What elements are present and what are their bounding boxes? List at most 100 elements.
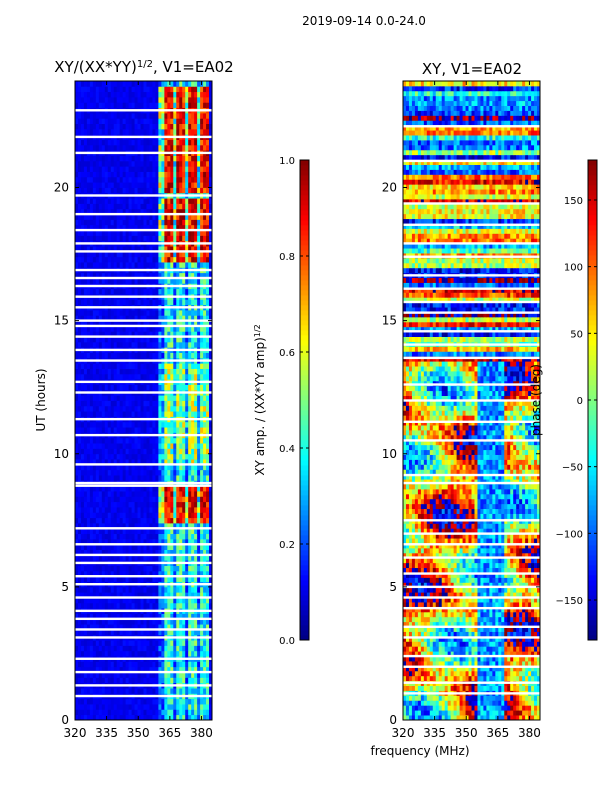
amplitude-cell: [155, 650, 159, 657]
amplitude-cell: [95, 533, 100, 540]
amplitude-cell: [209, 496, 213, 503]
amplitude-cell: [128, 139, 132, 146]
amplitude-cell: [89, 496, 94, 503]
amplitude-cell: [200, 709, 204, 716]
amplitude-cell: [80, 533, 85, 540]
amplitude-cell: [134, 373, 138, 380]
amplitude-cell: [137, 325, 141, 332]
amplitude-cell: [89, 331, 94, 337]
amplitude-cell: [107, 427, 112, 433]
amplitude-cell: [75, 592, 79, 598]
amplitude-cell: [134, 214, 138, 220]
amplitude-cell: [197, 549, 201, 556]
amplitude-cell: [173, 570, 177, 577]
amplitude-cell: [200, 341, 204, 348]
amplitude-cell: [98, 384, 103, 391]
amplitude-cell: [197, 368, 201, 375]
amplitude-cell: [101, 395, 106, 401]
amplitude-cell: [179, 288, 183, 295]
amplitude-cell: [122, 570, 127, 577]
amplitude-cell: [146, 570, 150, 577]
amplitude-cell: [194, 395, 198, 401]
amplitude-cell: [188, 421, 192, 428]
amplitude-cell: [197, 437, 201, 444]
amplitude-cell: [179, 538, 183, 545]
amplitude-cell: [107, 688, 112, 694]
amplitude-cell: [152, 395, 156, 401]
amplitude-cell: [197, 645, 201, 652]
amplitude-cell: [107, 704, 112, 710]
amplitude-cell: [104, 309, 109, 316]
amplitude-cell: [137, 443, 141, 449]
amplitude-cell: [146, 320, 150, 327]
amplitude-cell: [194, 549, 198, 556]
amplitude-cell: [170, 570, 174, 577]
amplitude-cell: [80, 714, 85, 721]
amplitude-cell: [170, 592, 174, 598]
amplitude-cell: [134, 235, 138, 242]
amplitude-cell: [86, 176, 91, 183]
amplitude-cell: [77, 475, 82, 481]
amplitude-cell: [104, 256, 109, 263]
amplitude-cell: [152, 182, 156, 188]
amplitude-cell: [197, 171, 201, 178]
amplitude-cell: [134, 336, 138, 343]
amplitude-cell: [152, 704, 156, 710]
amplitude-cell: [116, 645, 121, 652]
amplitude-cell: [176, 331, 180, 337]
amplitude-cell: [200, 363, 204, 369]
amplitude-cell: [140, 640, 144, 646]
amplitude-cell: [167, 320, 171, 327]
amplitude-cell: [83, 262, 88, 268]
amplitude-cell: [98, 251, 103, 258]
amplitude-cell: [110, 464, 115, 471]
amplitude-cell: [188, 325, 192, 332]
amplitude-cell: [98, 624, 103, 630]
amplitude-cell: [116, 661, 121, 668]
amplitude-cell: [170, 491, 174, 497]
amplitude-cell: [194, 427, 198, 433]
amplitude-cell: [95, 320, 100, 327]
amplitude-cell: [113, 437, 118, 444]
amplitude-cell: [86, 443, 91, 449]
amplitude-cell: [77, 187, 82, 194]
amplitude-cell: [134, 613, 138, 620]
amplitude-cell: [191, 309, 195, 316]
amplitude-cell: [80, 459, 85, 465]
amplitude-cell: [119, 533, 124, 540]
amplitude-cell: [86, 672, 91, 678]
amplitude-cell: [179, 309, 183, 316]
amplitude-cell: [89, 144, 94, 151]
amplitude-cell: [173, 624, 177, 630]
amplitude-cell: [83, 538, 88, 545]
amplitude-cell: [101, 554, 106, 561]
amplitude-cell: [95, 512, 100, 519]
amplitude-cell: [200, 496, 204, 503]
amplitude-cell: [122, 618, 127, 625]
amplitude-cell: [161, 469, 165, 476]
amplitude-cell: [167, 144, 171, 151]
amplitude-cell: [167, 219, 171, 226]
amplitude-cell: [191, 336, 195, 343]
amplitude-cell: [149, 586, 153, 593]
amplitude-cell: [125, 602, 130, 609]
amplitude-cell: [167, 485, 171, 492]
amplitude-cell: [179, 144, 183, 151]
amplitude-cell: [77, 203, 82, 210]
amplitude-cell: [75, 549, 79, 556]
amplitude-cell: [137, 677, 141, 684]
amplitude-cell: [137, 586, 141, 593]
amplitude-cell: [158, 352, 162, 359]
amplitude-cell: [149, 597, 153, 604]
amplitude-cell: [179, 544, 183, 550]
amplitude-cell: [170, 464, 174, 471]
amplitude-cell: [140, 538, 144, 545]
amplitude-cell: [101, 448, 106, 455]
amplitude-cell: [119, 411, 124, 417]
amplitude-cell: [179, 405, 183, 412]
amplitude-cell: [143, 459, 147, 465]
amplitude-cell: [77, 214, 82, 220]
amplitude-cell: [197, 320, 201, 327]
amplitude-cell: [98, 592, 103, 598]
amplitude-cell: [185, 437, 189, 444]
